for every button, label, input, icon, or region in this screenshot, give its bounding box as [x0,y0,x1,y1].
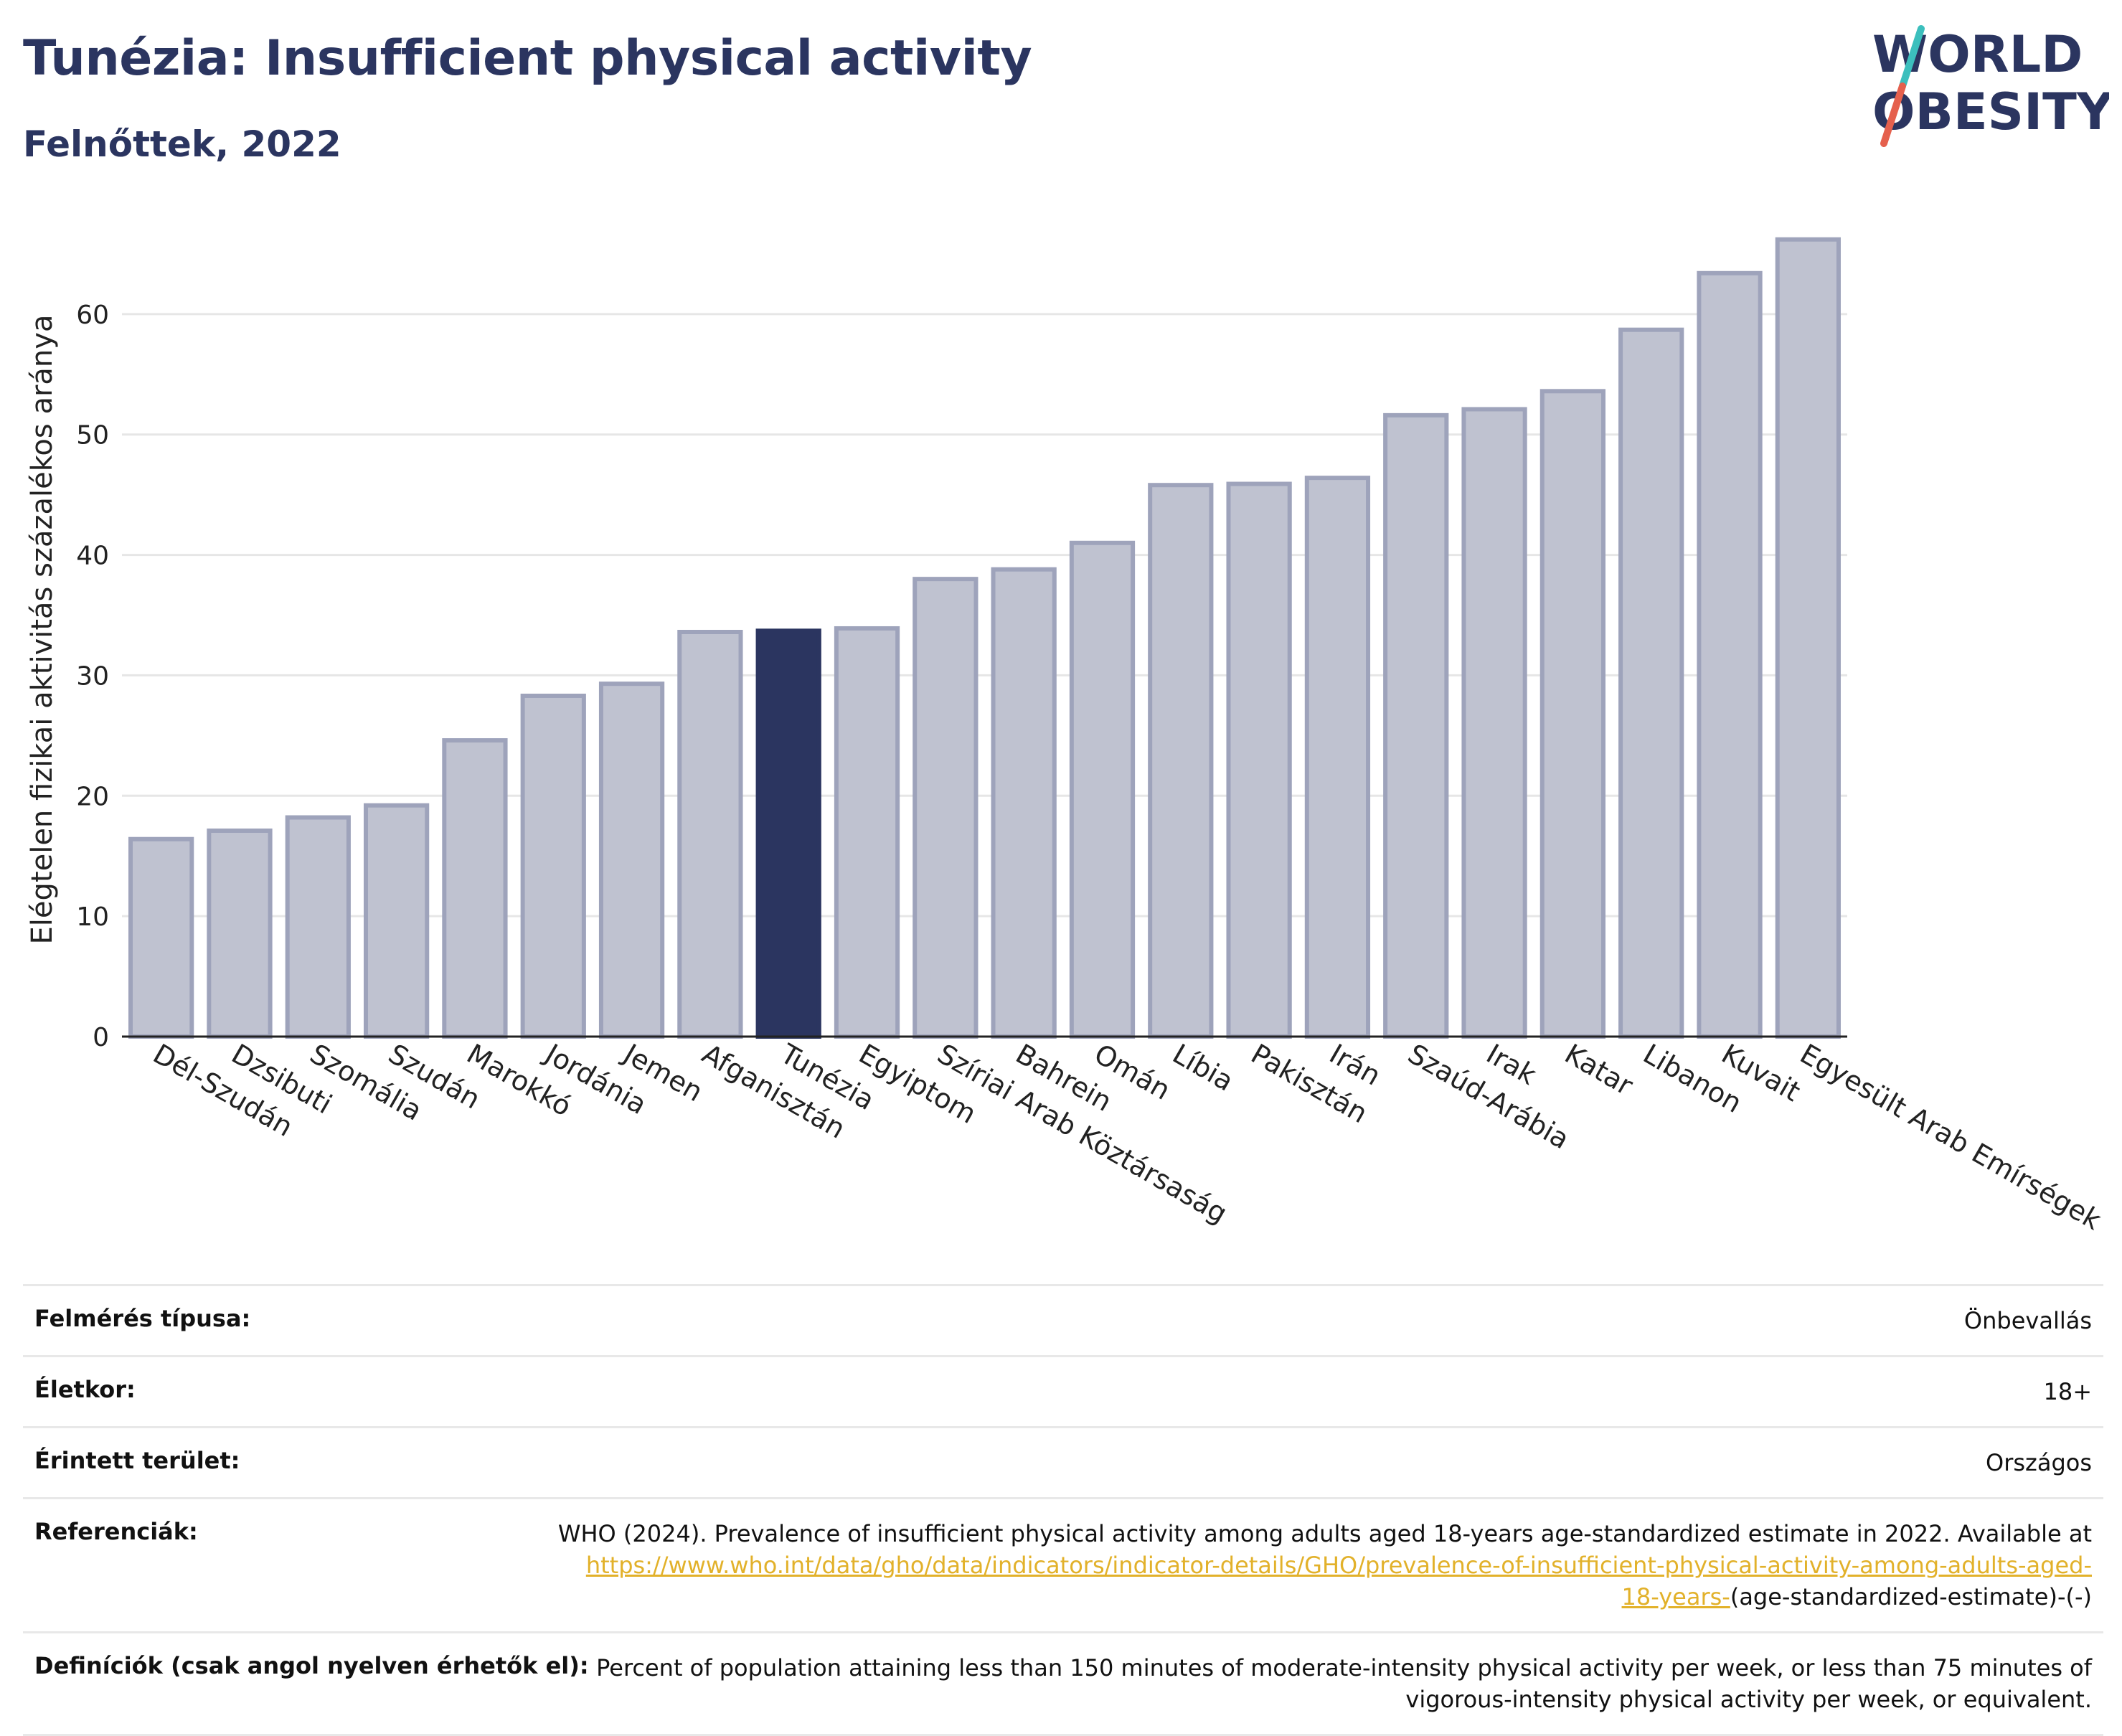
bars [128,237,1841,1039]
y-tick-label: 10 [76,902,109,932]
info-label: Érintett terület: [34,1447,240,1474]
bar-10 [834,626,900,1039]
bar-8 [677,630,743,1039]
bar-15 [1226,481,1292,1039]
x-tick-label: Líbia [1167,1038,1239,1098]
info-row-survey-type: Felmérés típusa: Önbevallás [23,1284,2103,1355]
bar-16 [1304,476,1371,1039]
bar-13 [1069,540,1136,1039]
y-tick-label: 20 [76,782,109,811]
bar-6 [520,693,586,1039]
reference-text: WHO (2024). Prevalence of insufficient p… [557,1520,2092,1547]
reference-link[interactable]: https://www.who.int/data/gho/data/indica… [585,1552,2092,1610]
bar-chart: 0 10 20 30 40 50 60 Dél-SzudánDzsibutiSzomália… [26,237,2106,1236]
info-row-area: Érintett terület: Országos [23,1426,2103,1497]
info-label: Felmérés típusa: [34,1305,251,1332]
info-label: Életkor: [34,1376,136,1403]
bar-18 [1461,407,1527,1039]
x-tick-label: Egyesült Arab Emírségek [1795,1038,2107,1236]
info-row-definitions: Definíciók (csak angol nyelven érhetők e… [23,1631,2103,1736]
info-value: 18+ [2043,1378,2092,1405]
info-value: Önbevallás [1963,1307,2092,1334]
bar-17 [1383,412,1449,1039]
info-row-references: Referenciák: WHO (2024). Prevalence of i… [23,1497,2103,1631]
page-subtitle: Felnőttek, 2022 [23,123,341,165]
reference-suffix: (age-standardized-estimate)-(-) [1730,1583,2092,1610]
logo-slash-top [1899,25,1925,90]
bar-5 [442,738,508,1039]
info-value: WHO (2024). Prevalence of insufficient p… [550,1518,2092,1613]
bar-4 [363,803,430,1039]
world-obesity-logo: WORLD OBESITY [1872,25,2109,147]
y-tick-label: 60 [76,301,109,330]
info-value: Országos [1986,1449,2092,1476]
logo-slash-bottom [1880,82,1906,147]
bar-22 [1775,237,1841,1039]
bar-20 [1618,327,1684,1039]
y-axis-title: Elégtelen fizikai aktivitás százalékos a… [26,315,59,945]
info-row-age: Életkor: 18+ [23,1355,2103,1426]
page-title: Tunézia: Insufficient physical activity [23,30,1032,87]
bar-21 [1697,270,1763,1039]
info-value: Percent of population attaining less tha… [596,1654,2092,1713]
bar-2 [207,828,273,1039]
bar-1 [128,836,194,1039]
logo-line2: OBESITY [1872,82,2109,141]
bar-7 [598,681,665,1039]
bar-12 [991,567,1057,1039]
bar-19 [1539,389,1606,1039]
y-tick-labels: 0 10 20 30 40 50 60 [76,301,109,1052]
bar-3 [285,815,351,1039]
y-tick-label: 40 [76,542,109,571]
bar-9 [755,628,821,1039]
x-tick-label: Katar [1560,1038,1638,1102]
y-tick-label: 30 [76,661,109,691]
x-tick-labels: Dél-SzudánDzsibutiSzomáliaSzudánMarokkóJ… [148,1037,2106,1236]
bar-14 [1148,483,1214,1039]
y-tick-label: 50 [76,421,109,450]
info-label: Definíciók (csak angol nyelven érhetők e… [34,1652,589,1679]
y-tick-label: 0 [93,1023,109,1052]
bar-11 [913,577,979,1039]
info-table: Felmérés típusa: Önbevallás Életkor: 18+… [23,1284,2103,1736]
info-label: Referenciák: [34,1518,198,1545]
